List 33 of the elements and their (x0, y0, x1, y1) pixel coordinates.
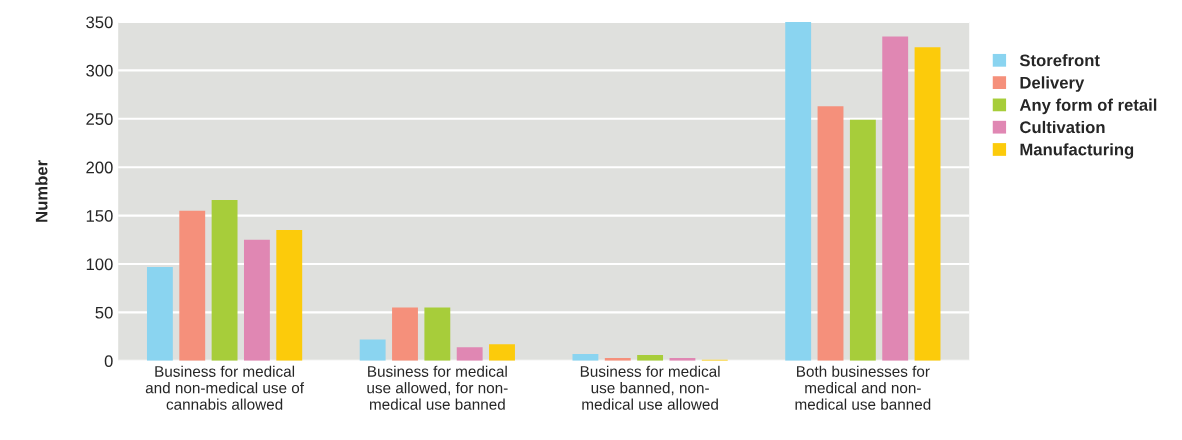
legend-label: Delivery (1020, 76, 1085, 92)
bar (914, 47, 941, 361)
x-tick-label: Business for medical use allowed, for non- medical use banned (367, 365, 508, 410)
y-tick-label: 0 (104, 355, 113, 367)
y-tick-label: 300 (86, 64, 113, 77)
bar (392, 307, 418, 361)
bar (849, 119, 876, 361)
bar (456, 347, 483, 361)
y-tick-label: 200 (86, 161, 113, 174)
bar (785, 22, 812, 361)
y-tick-label: 100 (86, 258, 113, 271)
x-tick-label: Both businesses for medical and non- medical use banned (795, 365, 931, 410)
bar (276, 230, 303, 361)
legend-label: Cultivation (1020, 120, 1105, 134)
y-tick-label: 50 (95, 306, 113, 319)
bar (489, 344, 515, 361)
legend-label: Storefront (1019, 54, 1100, 67)
x-tick-label: Business for medical and non-medical use of cannabis allowed (145, 365, 305, 410)
bar (211, 200, 238, 361)
y-tick-label: 350 (86, 16, 113, 29)
bar (146, 266, 173, 361)
legend-label: Manufacturing (1020, 143, 1134, 159)
bar (882, 36, 909, 361)
bar (243, 239, 270, 361)
bar (359, 339, 386, 361)
x-tick-label: Business for medical use banned, non- medical use allowed (580, 365, 720, 410)
y-tick-label: 250 (86, 113, 113, 125)
legend-label: Any form of retail (1019, 98, 1157, 115)
bar (179, 210, 206, 361)
y-tick-label: 150 (86, 210, 113, 222)
bar (817, 106, 844, 361)
y-axis-title: Number (35, 160, 48, 222)
bar (424, 307, 451, 361)
